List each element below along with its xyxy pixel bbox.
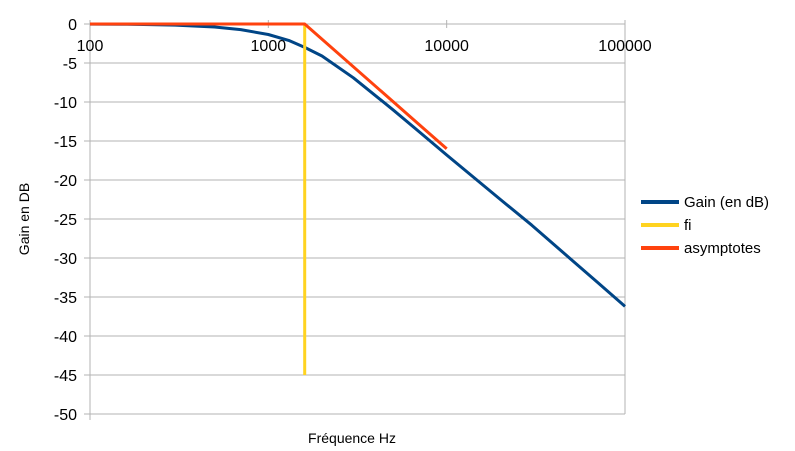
legend-label-fi: fi — [684, 217, 692, 234]
y-tick-label: 0 — [68, 17, 77, 34]
y-tick-label: -10 — [54, 95, 77, 112]
y-tick-label: -5 — [63, 56, 77, 73]
y-tick-label: -15 — [54, 134, 77, 151]
y-tick-label: -30 — [54, 251, 77, 268]
x-tick-label: 100000 — [598, 38, 651, 55]
legend-label-gain-en-db: Gain (en dB) — [684, 194, 769, 211]
y-tick-label: -40 — [54, 329, 77, 346]
series-lines — [89, 22, 626, 375]
y-tick-label: -35 — [54, 290, 77, 307]
series-line-gain-en-db — [89, 22, 626, 308]
y-axis-title: Gain en DB — [16, 183, 32, 255]
grid-lines — [90, 23, 625, 415]
y-tick-label: -20 — [54, 173, 77, 190]
x-tick-label: 100 — [77, 38, 104, 55]
x-tick-label: 10000 — [424, 38, 469, 55]
x-tick-label: 1000 — [251, 38, 287, 55]
legend: Gain (en dB) fi asymptotes — [641, 194, 769, 257]
x-tick-labels: 100 1000 10000 100000 — [77, 38, 652, 55]
y-tick-label: -45 — [54, 368, 77, 385]
y-tick-label: -50 — [54, 407, 77, 424]
y-tick-label: -25 — [54, 212, 77, 229]
series-line-asymptotes — [90, 22, 448, 150]
legend-label-asymptotes: asymptotes — [684, 240, 761, 257]
y-tick-labels: 0 -5 -10 -15 -20 -25 -30 -35 -40 -45 -50 — [54, 17, 77, 424]
x-axis-title: Fréquence Hz — [308, 430, 396, 446]
